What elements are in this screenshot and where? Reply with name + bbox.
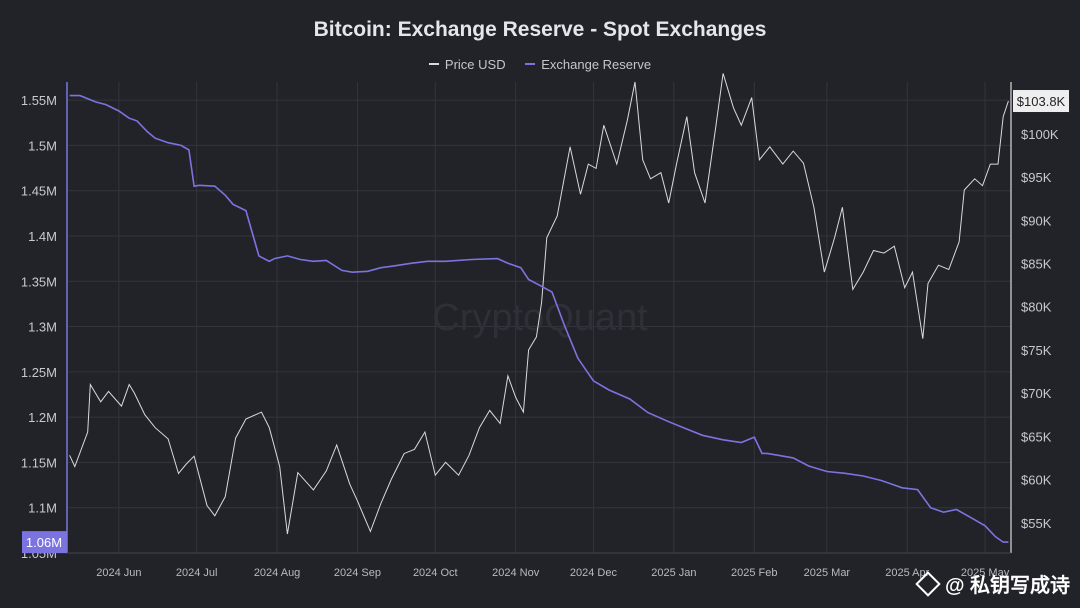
right-tick-label: $95K — [1021, 170, 1052, 185]
x-tick-label: 2024 Oct — [413, 567, 458, 579]
left-tick-label: 1.5M — [28, 138, 57, 153]
x-tick-label: 2024 Jul — [176, 567, 218, 579]
current-reserve-marker — [22, 531, 67, 554]
current-reserve-label: 1.06M — [26, 535, 62, 550]
x-tick-label: 2024 Aug — [254, 567, 301, 579]
left-tick-label: 1.4M — [28, 229, 57, 244]
label-layer: 1.06M $103.8K — [22, 90, 1069, 554]
reserve-line — [69, 94, 1009, 543]
axis-layer: 1.05M1.1M1.15M1.2M1.25M1.3M1.35M1.4M1.45… — [21, 82, 1059, 579]
x-tick-label: 2024 Jun — [96, 567, 141, 579]
left-tick-label: 1.1M — [28, 501, 57, 516]
watermark-footer-text: @ 私钥写成诗 — [944, 575, 1070, 597]
binance-diamond-icon — [915, 570, 941, 597]
x-tick-label: 2025 Mar — [804, 567, 851, 579]
right-tick-label: $80K — [1021, 300, 1052, 315]
right-tick-label: $55K — [1021, 516, 1052, 531]
x-tick-label: 2024 Nov — [492, 567, 540, 579]
right-tick-label: $65K — [1021, 429, 1052, 444]
current-price-label: $103.8K — [1017, 94, 1066, 109]
left-tick-label: 1.2M — [28, 410, 57, 425]
watermark-footer: @ 私钥写成诗 — [915, 569, 1070, 598]
right-tick-label: $70K — [1021, 386, 1052, 401]
legend: Price USD Exchange Reserve — [0, 53, 1080, 72]
right-tick-label: $75K — [1021, 343, 1052, 358]
current-price-marker — [1013, 90, 1069, 113]
left-tick-label: 1.45M — [21, 184, 57, 199]
left-tick-label: 1.35M — [21, 274, 57, 289]
x-tick-label: 2024 Sep — [334, 567, 381, 579]
right-tick-label: $85K — [1021, 256, 1052, 271]
x-tick-label: 2025 Apr — [885, 567, 929, 579]
left-tick-label: 1.55M — [21, 93, 57, 108]
left-tick-label: 1.15M — [21, 455, 57, 470]
legend-label-price: Price USD — [444, 56, 506, 72]
grid-layer — [67, 82, 1011, 554]
chart-title: Bitcoin: Exchange Reserve - Spot Exchang… — [313, 18, 767, 41]
left-tick-label: 1.25M — [21, 365, 57, 380]
x-tick-label: 2025 Feb — [731, 567, 777, 579]
legend-item-reserve[interactable]: Exchange Reserve — [525, 57, 651, 72]
x-tick-label: 2025 May — [961, 567, 1010, 579]
x-tick-label: 2024 Dec — [570, 567, 618, 579]
legend-item-price[interactable]: Price USD — [428, 56, 506, 72]
price-line — [69, 73, 1009, 535]
watermark: CryptoQuant — [432, 297, 648, 339]
right-tick-label: $60K — [1021, 473, 1052, 488]
right-tick-label: $90K — [1021, 213, 1052, 228]
legend-swatch-reserve — [525, 63, 536, 65]
x-tick-label: 2025 Jan — [651, 567, 696, 579]
legend-label-reserve: Exchange Reserve — [541, 56, 652, 72]
left-tick-label: 1.3M — [28, 320, 57, 335]
legend-swatch-price — [428, 63, 439, 65]
right-tick-label: $100K — [1021, 127, 1059, 142]
